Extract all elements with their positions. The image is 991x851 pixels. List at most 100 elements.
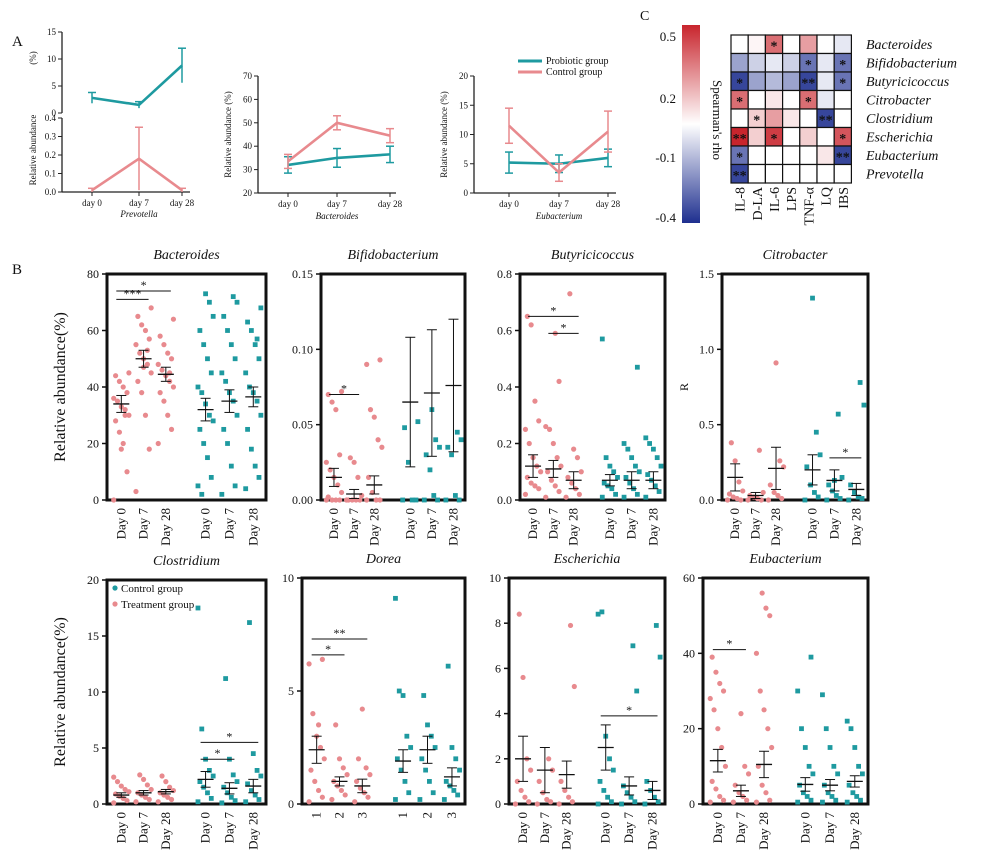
data-point: [628, 794, 634, 800]
data-point: [709, 654, 715, 660]
data-point: [848, 726, 854, 732]
data-point: [799, 726, 804, 732]
x-tick-label: day 0: [499, 199, 519, 209]
data-point: [599, 609, 605, 615]
heatmap-cell: [764, 89, 784, 110]
heatmap-star: **: [733, 132, 747, 147]
data-point: [126, 370, 132, 376]
data-point: [516, 611, 522, 617]
data-point: [329, 796, 335, 803]
y-tick-label: 0.5: [699, 418, 714, 432]
significance-label: *: [626, 703, 632, 717]
y-tick-label: 20: [243, 188, 253, 198]
x-tick-label: Day 0: [598, 812, 613, 843]
x-tick-label: Day 28: [848, 508, 863, 546]
y-axis-label: Relative abundance (%): [223, 91, 233, 177]
x-tick-label: Day 0: [198, 508, 213, 539]
heatmap-column-label: IL-6: [768, 187, 783, 212]
data-point: [802, 745, 808, 750]
data-point: [860, 771, 865, 777]
heatmap-column-label: D-LA: [751, 186, 766, 220]
data-point: [338, 787, 344, 794]
data-point: [228, 463, 234, 469]
x-tick-label: Day 7: [424, 508, 439, 540]
data-point: [122, 786, 128, 793]
data-point: [157, 333, 163, 339]
x-tick-label: 3: [354, 812, 369, 819]
data-point: [728, 440, 734, 446]
data-point: [393, 797, 398, 802]
data-point: [769, 744, 775, 751]
x-tick-label: Day 0: [198, 812, 213, 843]
data-point: [321, 756, 327, 762]
data-point: [615, 475, 620, 480]
data-point: [243, 799, 249, 805]
data-point: [355, 474, 361, 480]
heatmap-star: **: [733, 169, 747, 184]
data-point: [534, 801, 540, 807]
data-point: [526, 799, 532, 805]
data-point: [804, 464, 810, 470]
data-point: [760, 489, 766, 496]
heatmap-cell: [781, 52, 801, 73]
data-point: [421, 693, 427, 698]
x-tick-label: Day 0: [515, 812, 530, 843]
data-point: [223, 378, 229, 384]
data-point: [777, 458, 783, 464]
scatter-B5: 0 5 10 15 20 Clostridium Day 0 Day 7 Day 28 Day 0…: [52, 554, 268, 850]
heatmap-column-label: TNF-α: [802, 186, 817, 225]
x-tick-label: Day 28: [366, 508, 381, 546]
y-tick-label: 0.2: [497, 437, 512, 451]
data-point: [344, 772, 350, 778]
data-point: [208, 370, 214, 376]
heatmap-star: *: [736, 150, 743, 165]
plot-frame: [720, 272, 870, 502]
y-tick-label: 0.4: [45, 113, 57, 123]
data-point: [427, 779, 432, 784]
significance-label: *: [561, 320, 567, 334]
y-tick-label: 0.00: [292, 493, 313, 507]
data-point: [605, 794, 611, 800]
data-point: [139, 390, 145, 396]
heatmap-cell: [764, 108, 784, 129]
data-point: [377, 357, 383, 363]
data-point: [219, 370, 225, 376]
x-tick-label: Day 28: [756, 812, 771, 850]
chart-title: Bifidobacterium: [348, 248, 439, 263]
data-point: [258, 305, 264, 311]
y-tick-label: 10: [47, 54, 57, 64]
heatmap-cell: [747, 34, 767, 55]
heatmap-cell: [781, 108, 801, 129]
x-tick-label: Day 0: [113, 812, 128, 843]
data-point: [797, 782, 802, 788]
x-tick-label: Day 0: [402, 508, 417, 539]
data-point: [720, 688, 727, 694]
data-point: [654, 455, 660, 461]
data-point: [647, 441, 652, 446]
data-point: [567, 291, 573, 297]
y-tick-label: 60: [243, 94, 253, 104]
significance-label: *: [842, 445, 848, 459]
chart-title: Butyricicoccus: [551, 248, 635, 263]
data-point: [753, 799, 760, 805]
heatmap-column-label: LPS: [785, 187, 800, 211]
data-point: [829, 794, 835, 799]
x-tick-label: Day 28: [158, 812, 173, 850]
data-point: [228, 794, 234, 800]
data-point: [765, 726, 771, 732]
data-point: [518, 787, 524, 794]
data-point: [340, 765, 346, 771]
heatmap-row-label: Prevotella: [865, 168, 924, 183]
y-tick-label: 15: [459, 100, 469, 110]
data-point: [195, 483, 201, 489]
heatmap-cell: [833, 163, 853, 184]
data-point: [514, 778, 520, 785]
data-point: [252, 463, 258, 469]
data-point: [740, 488, 746, 494]
data-point: [558, 778, 564, 785]
data-point: [230, 294, 236, 299]
data-point: [325, 391, 331, 398]
data-point: [763, 790, 769, 796]
